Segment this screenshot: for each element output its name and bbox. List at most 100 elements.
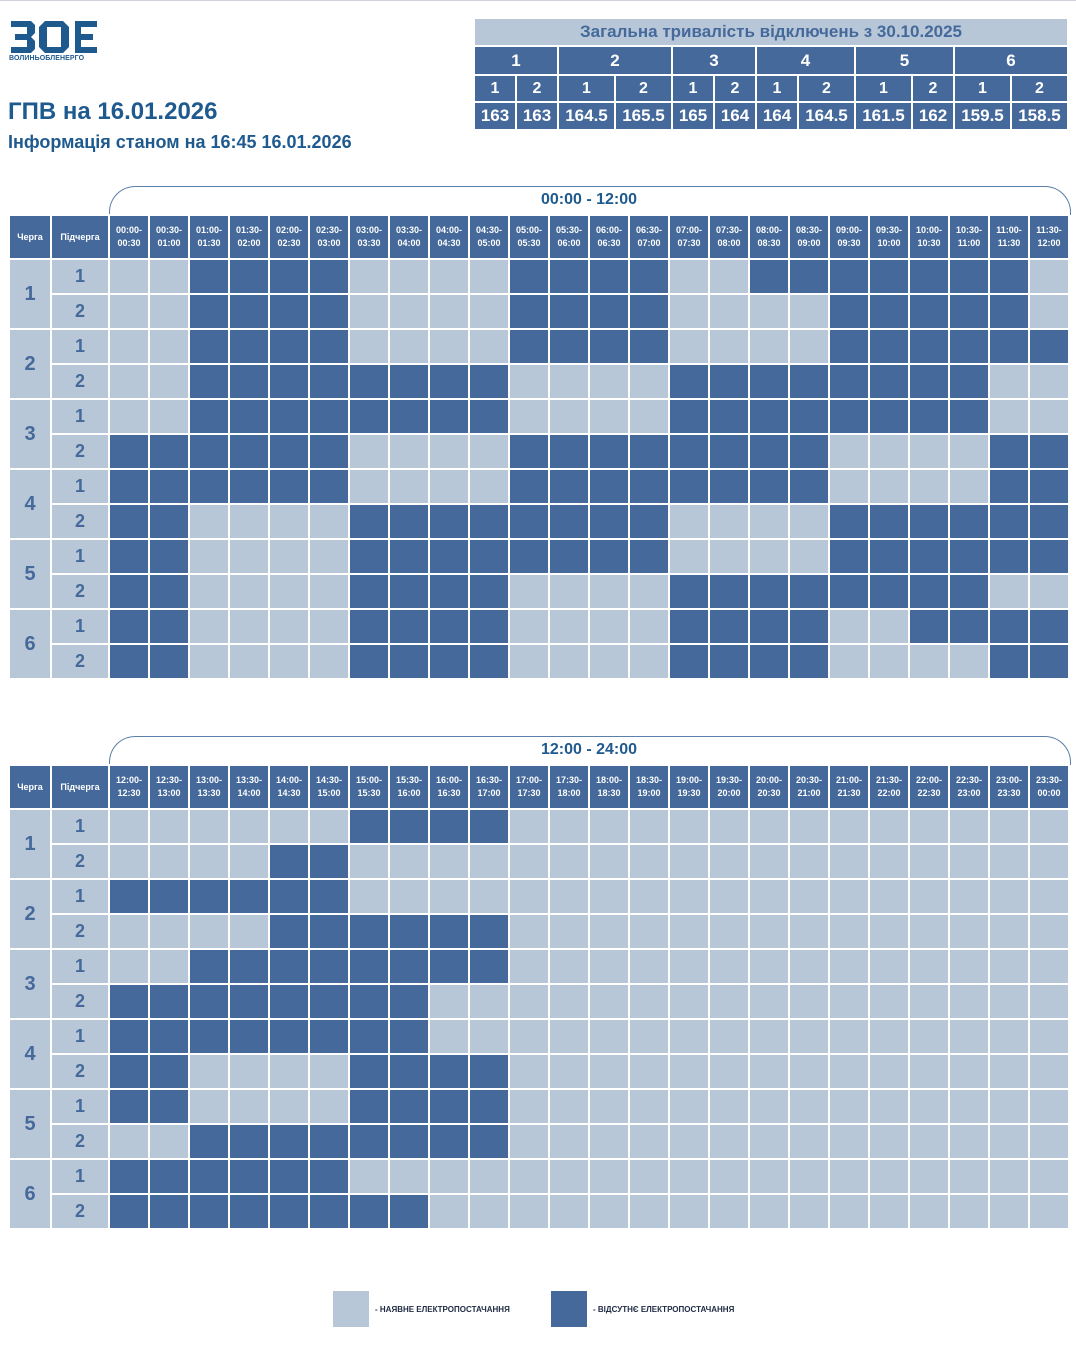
slot-available bbox=[468, 468, 510, 505]
slot-outage bbox=[748, 468, 790, 505]
slot-outage bbox=[108, 503, 150, 540]
slot-available bbox=[188, 843, 230, 880]
slot-outage bbox=[748, 643, 790, 680]
slot-available bbox=[548, 843, 590, 880]
slot-available bbox=[548, 1123, 590, 1160]
slot-outage bbox=[1028, 538, 1070, 575]
header-time-slot: 20:30- 21:00 bbox=[788, 764, 830, 810]
slot-outage bbox=[388, 948, 430, 985]
slot-end: 04:30 bbox=[437, 238, 461, 248]
slot-outage bbox=[988, 328, 1030, 365]
header-time-slot: 17:30- 18:00 bbox=[548, 764, 590, 810]
slot-available bbox=[908, 1053, 950, 1090]
slot-available bbox=[108, 363, 150, 400]
slot-available bbox=[228, 843, 270, 880]
slot-outage bbox=[748, 608, 790, 645]
slot-available bbox=[868, 1123, 910, 1160]
slot-start: 09:30- bbox=[875, 225, 902, 235]
slot-available bbox=[748, 1088, 790, 1125]
slot-outage bbox=[388, 643, 430, 680]
slot-end: 08:00 bbox=[717, 238, 741, 248]
slot-available bbox=[508, 363, 550, 400]
slot-outage bbox=[308, 843, 350, 880]
slot-available bbox=[948, 1088, 990, 1125]
slot-outage bbox=[388, 1193, 430, 1230]
table-row: 2 bbox=[9, 293, 1070, 330]
legend-available-label: - НАЯВНЕ ЕЛЕКТРОПОСТАЧАННЯ bbox=[375, 1305, 510, 1314]
slot-available bbox=[508, 1018, 550, 1055]
slot-available bbox=[708, 293, 750, 330]
slot-outage bbox=[668, 433, 710, 470]
slot-outage bbox=[428, 608, 470, 645]
slot-available bbox=[1028, 1053, 1070, 1090]
slot-available bbox=[628, 843, 670, 880]
slot-start: 04:00- bbox=[435, 225, 462, 235]
slot-start: 10:30- bbox=[955, 225, 982, 235]
slot-available bbox=[188, 1088, 230, 1125]
slot-available bbox=[788, 293, 830, 330]
slot-available bbox=[108, 328, 150, 365]
slot-outage bbox=[788, 643, 830, 680]
header-time-slot: 23:30- 00:00 bbox=[1028, 764, 1070, 810]
slot-available bbox=[508, 983, 550, 1020]
slot-outage bbox=[588, 433, 630, 470]
slot-end: 21:00 bbox=[797, 788, 821, 798]
slot-available bbox=[1028, 843, 1070, 880]
slot-available bbox=[708, 538, 750, 575]
slot-available bbox=[588, 608, 630, 645]
slot-outage bbox=[508, 538, 550, 575]
slot-outage bbox=[268, 258, 310, 295]
slot-outage bbox=[1028, 328, 1070, 365]
slot-outage bbox=[628, 433, 670, 470]
header-time-slot: 05:00- 05:30 bbox=[508, 214, 550, 260]
slot-available bbox=[828, 948, 870, 985]
slot-outage bbox=[388, 573, 430, 610]
slot-outage bbox=[628, 293, 670, 330]
slot-outage bbox=[188, 398, 230, 435]
slot-outage bbox=[188, 433, 230, 470]
slot-outage bbox=[348, 808, 390, 845]
subqueue-cell: 1 bbox=[50, 608, 110, 645]
slot-available bbox=[828, 1053, 870, 1090]
header-time-slot: 23:00- 23:30 bbox=[988, 764, 1030, 810]
slot-outage bbox=[148, 643, 190, 680]
slot-start: 05:30- bbox=[555, 225, 582, 235]
slot-available bbox=[948, 433, 990, 470]
slot-outage bbox=[668, 643, 710, 680]
summary-value: 163 bbox=[515, 101, 559, 131]
slot-available bbox=[468, 293, 510, 330]
slot-start: 18:30- bbox=[635, 775, 662, 785]
slot-available bbox=[828, 983, 870, 1020]
header-time-slot: 07:00- 07:30 bbox=[668, 214, 710, 260]
subqueue-cell: 1 bbox=[50, 328, 110, 365]
slot-start: 06:30- bbox=[635, 225, 662, 235]
slot-outage bbox=[548, 433, 590, 470]
slot-outage bbox=[108, 643, 150, 680]
slot-available bbox=[628, 398, 670, 435]
slot-available bbox=[868, 878, 910, 915]
summary-queue-4: 4 bbox=[755, 45, 856, 76]
summary-value: 163 bbox=[473, 101, 517, 131]
header-time-slot: 06:30- 07:00 bbox=[628, 214, 670, 260]
slot-available bbox=[588, 1193, 630, 1230]
slot-available bbox=[588, 808, 630, 845]
slot-available bbox=[588, 1088, 630, 1125]
slot-start: 13:00- bbox=[195, 775, 222, 785]
header-time-slot: 09:00- 09:30 bbox=[828, 214, 870, 260]
slot-available bbox=[308, 643, 350, 680]
slot-available bbox=[708, 328, 750, 365]
header-time-slot: 21:00- 21:30 bbox=[828, 764, 870, 810]
summary-value: 165.5 bbox=[614, 101, 673, 131]
header-time-slot: 15:00- 15:30 bbox=[348, 764, 390, 810]
slot-available bbox=[508, 643, 550, 680]
queue-cell: 5 bbox=[8, 1088, 52, 1160]
slot-outage bbox=[308, 878, 350, 915]
slot-outage bbox=[148, 503, 190, 540]
subqueue-cell: 2 bbox=[50, 643, 110, 680]
header-time-slot: 16:00- 16:30 bbox=[428, 764, 470, 810]
slot-outage bbox=[188, 878, 230, 915]
slot-available bbox=[148, 913, 190, 950]
header-time-slot: 04:00- 04:30 bbox=[428, 214, 470, 260]
slot-outage bbox=[348, 573, 390, 610]
